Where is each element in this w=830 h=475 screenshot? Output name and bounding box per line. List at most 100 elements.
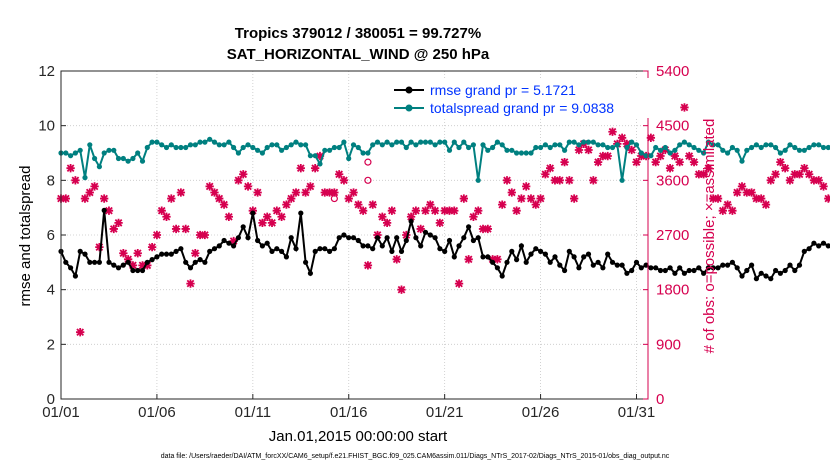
spread-series-marker	[413, 142, 419, 148]
spread-series-marker	[705, 139, 712, 145]
spread-series-marker	[317, 161, 323, 167]
spread-series-marker	[773, 144, 779, 151]
obs-assimilated-marker	[85, 188, 94, 197]
rmse-series-marker	[187, 265, 194, 271]
obs-assimilated-marker	[119, 249, 128, 258]
spread-series-marker	[139, 158, 146, 164]
legend-rmse-marker	[405, 86, 413, 94]
rmse-series-marker	[490, 259, 496, 265]
rmse-series-marker	[595, 259, 601, 265]
rmse-series-marker	[451, 254, 457, 260]
rmse-series-marker	[264, 240, 270, 246]
y-tick-label-left: 6	[47, 227, 55, 244]
obs-assimilated-marker	[291, 188, 301, 197]
rmse-series-marker	[298, 210, 304, 216]
spread-series-marker	[422, 139, 429, 145]
spread-series-marker	[427, 139, 433, 145]
obs-assimilated-marker	[608, 127, 617, 136]
y-tick-label-left: 0	[47, 391, 55, 408]
x-tick-label: 01/11	[235, 404, 271, 421]
rmse-series-marker	[101, 207, 107, 213]
rmse-series-marker	[87, 259, 93, 265]
obs-assimilated-marker	[128, 261, 138, 270]
rmse-series-marker	[494, 265, 500, 271]
spread-series-marker	[101, 150, 107, 156]
obs-assimilated-marker	[95, 242, 104, 252]
spread-series-marker	[389, 142, 395, 148]
spread-series-marker	[614, 142, 620, 148]
rmse-series-marker	[643, 262, 649, 268]
spread-series-marker	[87, 142, 93, 148]
rmse-series-marker	[235, 235, 241, 241]
spread-series-marker	[466, 144, 472, 151]
spread-series-marker	[585, 139, 592, 145]
spread-series-marker	[562, 147, 568, 153]
spread-series-marker	[355, 144, 361, 151]
rmse-series-marker	[163, 251, 170, 257]
chart-title-line1: Tropics 379012 / 380051 = 99.727%	[235, 25, 481, 42]
rmse-series-marker	[562, 267, 568, 274]
rmse-series-marker	[379, 243, 385, 249]
rmse-series-marker	[528, 251, 534, 257]
spread-series-marker	[605, 144, 611, 151]
rmse-series-marker	[346, 235, 352, 241]
spread-series-marker	[720, 147, 726, 153]
rmse-series-marker	[662, 267, 668, 274]
rmse-series-marker	[638, 265, 644, 271]
spread-series-marker	[240, 144, 246, 151]
rmse-series-marker	[566, 248, 572, 254]
obs-assimilated-marker	[277, 212, 286, 221]
spread-series-marker	[662, 144, 668, 151]
rmse-series-marker	[63, 259, 69, 265]
rmse-series-marker	[293, 246, 299, 252]
spread-series-marker	[336, 144, 342, 151]
spread-series-marker	[461, 139, 467, 145]
rmse-series-marker	[173, 248, 179, 254]
obs-assimilated-marker	[694, 170, 703, 179]
spread-series-marker	[595, 142, 601, 148]
spread-series-marker	[398, 139, 405, 145]
legend-rmse-label: rmse grand pr = 5.1721	[430, 82, 576, 98]
obs-assimilated-marker	[416, 224, 425, 234]
spread-series-marker	[197, 139, 203, 145]
obs-assimilated-marker	[574, 145, 584, 155]
rmse-series-marker	[739, 273, 745, 279]
y-axis-label-left: rmse and totalspread	[17, 166, 34, 307]
rmse-series-marker	[384, 235, 390, 241]
spread-series-marker	[231, 144, 237, 151]
obs-assimilated-marker	[728, 206, 737, 215]
rmse-series-marker	[734, 265, 740, 271]
obs-assimilated-marker	[382, 218, 392, 228]
obs-assimilated-marker	[809, 176, 819, 185]
obs-assimilated-marker	[526, 194, 536, 203]
rmse-series-marker	[681, 270, 688, 276]
spread-series-marker	[149, 139, 155, 145]
spread-series-marker	[672, 147, 678, 153]
obs-assimilated-marker	[301, 188, 310, 197]
spread-series-marker	[715, 142, 721, 148]
obs-assimilated-marker	[627, 145, 636, 155]
obs-assimilated-marker	[71, 176, 80, 185]
rmse-series-marker	[312, 248, 318, 254]
spread-series-marker	[552, 142, 558, 148]
rmse-series-marker	[327, 248, 333, 254]
spread-series-marker	[374, 139, 381, 145]
x-tick-label: 01/06	[138, 404, 176, 421]
spread-series-marker	[638, 150, 644, 156]
obs-assimilated-marker	[397, 285, 406, 294]
obs-assimilated-marker	[363, 261, 373, 270]
obs-assimilated-marker	[685, 151, 694, 161]
obs-assimilated-marker	[325, 188, 334, 197]
spread-series-marker	[633, 142, 640, 148]
rmse-series-marker	[485, 254, 491, 260]
spread-series-marker	[470, 142, 476, 148]
rmse-series-marker	[614, 262, 620, 268]
spread-series-marker	[442, 139, 448, 145]
rmse-series-marker	[585, 251, 592, 257]
obs-assimilated-marker	[330, 188, 339, 197]
rmse-series-marker	[68, 265, 74, 271]
rmse-series-marker	[115, 265, 122, 271]
legend-spread-label: totalspread grand pr = 9.0838	[430, 100, 614, 116]
rmse-series-marker	[542, 251, 549, 257]
obs-assimilated-marker	[445, 206, 454, 215]
